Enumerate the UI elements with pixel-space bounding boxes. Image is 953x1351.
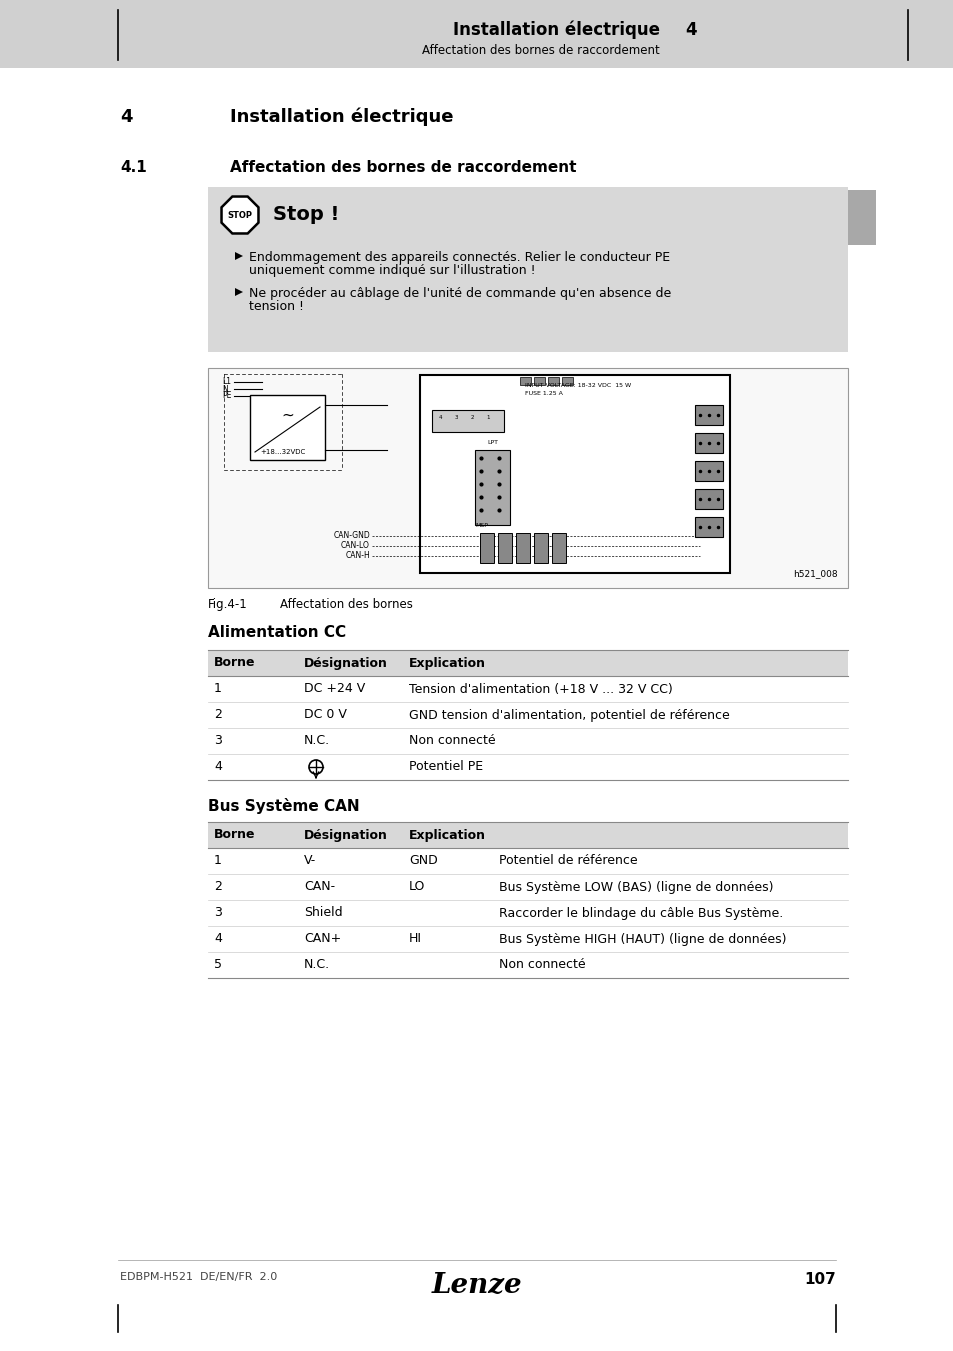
Text: N.C.: N.C.	[304, 735, 330, 747]
FancyBboxPatch shape	[534, 377, 544, 385]
Text: CAN-: CAN-	[304, 881, 335, 893]
Text: Désignation: Désignation	[304, 828, 388, 842]
Text: STOP: STOP	[227, 211, 253, 219]
Text: 4: 4	[213, 932, 222, 946]
Text: MSP: MSP	[475, 523, 487, 528]
Text: Explication: Explication	[409, 828, 485, 842]
Text: Affectation des bornes: Affectation des bornes	[280, 598, 413, 611]
Text: Ne procéder au câblage de l'unité de commande qu'en absence de: Ne procéder au câblage de l'unité de com…	[249, 286, 671, 300]
Text: Fig.4-1: Fig.4-1	[208, 598, 248, 611]
Text: 4: 4	[437, 415, 441, 420]
Text: 3: 3	[213, 907, 222, 920]
Text: Bus Système HIGH (HAUT) (ligne de données): Bus Système HIGH (HAUT) (ligne de donnée…	[498, 932, 785, 946]
FancyBboxPatch shape	[208, 821, 847, 848]
Text: Non connecté: Non connecté	[409, 735, 496, 747]
Text: CAN-H: CAN-H	[345, 551, 370, 561]
Text: EDBPM-H521  DE/EN/FR  2.0: EDBPM-H521 DE/EN/FR 2.0	[120, 1273, 277, 1282]
Text: V-: V-	[304, 854, 315, 867]
FancyBboxPatch shape	[695, 517, 722, 536]
Text: 1: 1	[486, 415, 489, 420]
Text: Explication: Explication	[409, 657, 485, 670]
Text: 2: 2	[213, 708, 222, 721]
FancyBboxPatch shape	[208, 650, 847, 676]
FancyBboxPatch shape	[552, 534, 565, 563]
Text: DC +24 V: DC +24 V	[304, 682, 365, 696]
Text: CAN-LO: CAN-LO	[341, 542, 370, 550]
Text: 1: 1	[213, 854, 222, 867]
Text: Endommagement des appareils connectés. Relier le conducteur PE: Endommagement des appareils connectés. R…	[249, 251, 669, 263]
Text: Borne: Borne	[213, 828, 255, 842]
FancyBboxPatch shape	[208, 367, 847, 588]
Text: Affectation des bornes de raccordement: Affectation des bornes de raccordement	[422, 43, 659, 57]
Text: 4: 4	[684, 22, 696, 39]
Text: Lenze: Lenze	[432, 1273, 521, 1300]
Text: Installation électrique: Installation électrique	[230, 108, 453, 127]
FancyBboxPatch shape	[695, 461, 722, 481]
FancyBboxPatch shape	[695, 489, 722, 509]
Text: GND tension d'alimentation, potentiel de référence: GND tension d'alimentation, potentiel de…	[409, 708, 729, 721]
FancyBboxPatch shape	[475, 450, 510, 526]
Polygon shape	[234, 288, 243, 296]
FancyBboxPatch shape	[847, 190, 875, 245]
Text: HI: HI	[409, 932, 421, 946]
Text: FUSE 1.25 A: FUSE 1.25 A	[524, 390, 562, 396]
Text: DC 0 V: DC 0 V	[304, 708, 347, 721]
Text: L1: L1	[222, 377, 231, 386]
Text: CAN+: CAN+	[304, 932, 341, 946]
Text: CAN-GND: CAN-GND	[333, 531, 370, 540]
Text: 4: 4	[120, 108, 132, 126]
Text: Affectation des bornes de raccordement: Affectation des bornes de raccordement	[230, 159, 576, 176]
Text: Borne: Borne	[213, 657, 255, 670]
Polygon shape	[234, 253, 243, 259]
Text: Tension d'alimentation (+18 V ... 32 V CC): Tension d'alimentation (+18 V ... 32 V C…	[409, 682, 672, 696]
Text: N: N	[222, 385, 228, 393]
Text: h521_008: h521_008	[793, 569, 837, 578]
Text: 5: 5	[213, 958, 222, 971]
FancyBboxPatch shape	[0, 0, 953, 68]
Text: Potentiel PE: Potentiel PE	[409, 761, 482, 774]
Text: 2: 2	[470, 415, 474, 420]
Text: Bus Système CAN: Bus Système CAN	[208, 798, 359, 815]
Text: +18...32VDC: +18...32VDC	[259, 449, 305, 455]
Text: Bus Système LOW (BAS) (ligne de données): Bus Système LOW (BAS) (ligne de données)	[498, 881, 773, 893]
FancyBboxPatch shape	[561, 377, 573, 385]
Text: Shield: Shield	[304, 907, 342, 920]
Text: Installation électrique: Installation électrique	[453, 20, 659, 39]
FancyBboxPatch shape	[534, 534, 547, 563]
Text: Stop !: Stop !	[273, 205, 339, 224]
FancyBboxPatch shape	[497, 534, 512, 563]
Text: Potentiel de référence: Potentiel de référence	[498, 854, 637, 867]
FancyBboxPatch shape	[547, 377, 558, 385]
FancyBboxPatch shape	[250, 394, 325, 459]
Text: Raccorder le blindage du câble Bus Système.: Raccorder le blindage du câble Bus Systè…	[498, 907, 782, 920]
Text: 3: 3	[213, 735, 222, 747]
Text: LO: LO	[409, 881, 425, 893]
Text: PE: PE	[222, 392, 232, 400]
Text: N.C.: N.C.	[304, 958, 330, 971]
Text: tension !: tension !	[249, 300, 304, 313]
FancyBboxPatch shape	[695, 434, 722, 453]
Text: 2: 2	[213, 881, 222, 893]
Text: 3: 3	[454, 415, 457, 420]
Polygon shape	[221, 196, 258, 234]
FancyBboxPatch shape	[695, 405, 722, 426]
FancyBboxPatch shape	[479, 534, 494, 563]
Text: uniquement comme indiqué sur l'illustration !: uniquement comme indiqué sur l'illustrat…	[249, 263, 535, 277]
Text: GND: GND	[409, 854, 437, 867]
Text: 107: 107	[803, 1273, 835, 1288]
Text: Non connecté: Non connecté	[498, 958, 585, 971]
Text: 4.1: 4.1	[120, 159, 147, 176]
FancyBboxPatch shape	[208, 186, 847, 353]
Text: Alimentation CC: Alimentation CC	[208, 626, 346, 640]
Text: 1: 1	[213, 682, 222, 696]
FancyBboxPatch shape	[516, 534, 530, 563]
FancyBboxPatch shape	[519, 377, 531, 385]
Text: ~: ~	[281, 408, 294, 423]
Text: Désignation: Désignation	[304, 657, 388, 670]
Text: 4: 4	[213, 761, 222, 774]
Text: INPUT VOLTAGE: 18-32 VDC  15 W: INPUT VOLTAGE: 18-32 VDC 15 W	[524, 382, 631, 388]
Text: LPT: LPT	[486, 440, 497, 444]
FancyBboxPatch shape	[419, 376, 729, 573]
FancyBboxPatch shape	[432, 409, 503, 432]
